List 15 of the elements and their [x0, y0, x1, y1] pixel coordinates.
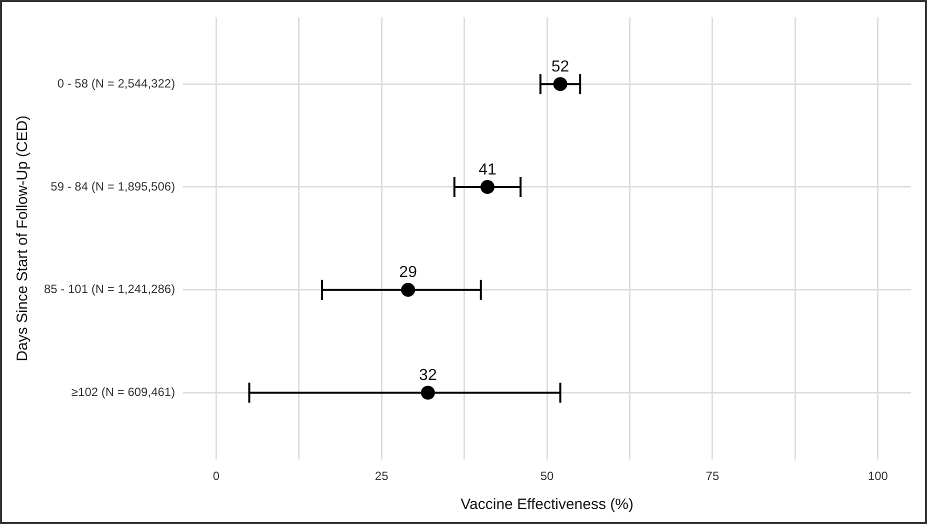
data-label: 41	[478, 161, 496, 178]
data-label: 29	[399, 264, 418, 282]
x-tick-label: 0	[212, 469, 220, 484]
x-tick-label: 75	[706, 469, 720, 484]
x-tick-label: 25	[374, 469, 389, 484]
y-tick-label: ≥102 (N = 609,461)	[71, 385, 176, 400]
data-label: 32	[419, 367, 437, 384]
y-tick-label: 59 - 84 (N = 1,895,506)	[50, 179, 176, 194]
y-tick-label: 0 - 58 (N = 2,544,322)	[57, 76, 176, 90]
y-axis-title: Days Since Start of Follow-Up (CED)	[14, 115, 32, 362]
y-tick-label: 85 - 101 (N = 1,241,286)	[44, 282, 176, 296]
x-tick-label: 50	[540, 469, 554, 484]
data-label: 52	[551, 58, 570, 76]
x-axis-title: Vaccine Effectiveness (%)	[460, 496, 634, 514]
x-tick-label: 100	[868, 469, 888, 484]
